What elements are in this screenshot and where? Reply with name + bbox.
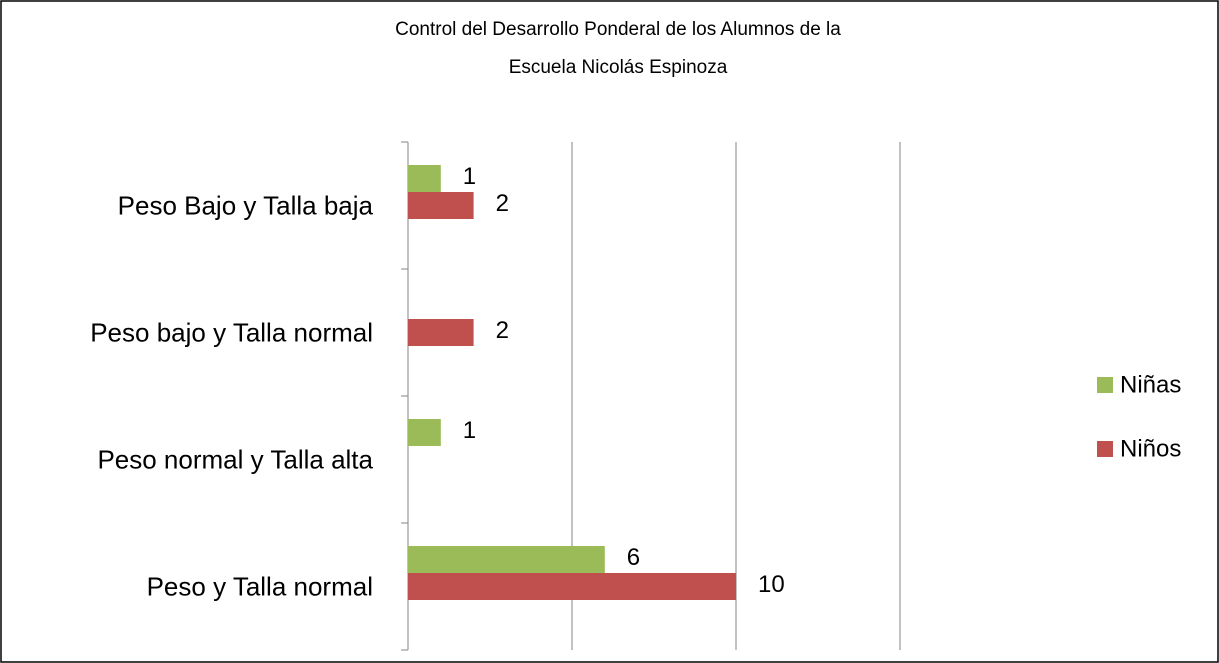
legend-label: Niñas: [1120, 371, 1181, 398]
value-label: 1: [463, 417, 476, 444]
legend-label: Niños: [1120, 435, 1181, 462]
value-label: 2: [496, 190, 509, 217]
value-label: 2: [496, 317, 509, 344]
y-tick-label: Peso bajo y Talla normal: [90, 317, 373, 347]
value-label: 1: [463, 163, 476, 190]
y-tick-label: Peso y Talla normal: [147, 571, 373, 601]
bar: [408, 573, 736, 600]
value-label: 10: [758, 571, 785, 598]
bar: [408, 319, 474, 346]
chart-title: Control del Desarrollo Ponderal de los A…: [395, 19, 841, 40]
y-tick-label: Peso normal y Talla alta: [97, 444, 373, 474]
bar: [408, 165, 441, 192]
chart-title: Escuela Nicolás Espinoza: [509, 57, 728, 78]
legend-swatch: [1097, 377, 1113, 393]
bar: [408, 419, 441, 446]
bar: [408, 192, 474, 219]
value-label: 6: [627, 544, 640, 571]
y-tick-label: Peso Bajo y Talla baja: [118, 190, 374, 220]
bar: [408, 546, 605, 573]
legend-swatch: [1097, 441, 1113, 457]
